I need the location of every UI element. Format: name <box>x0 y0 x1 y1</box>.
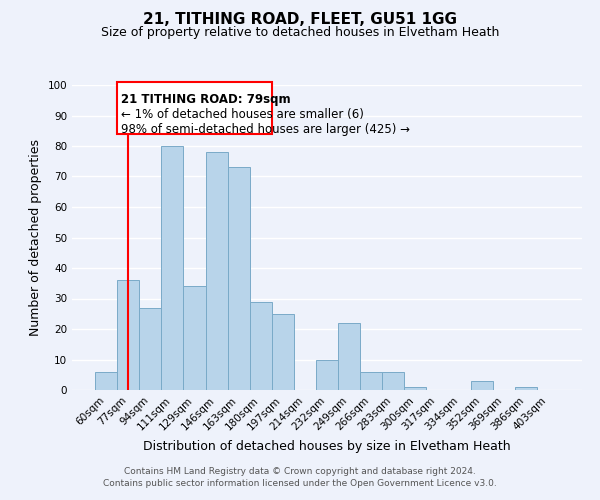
Bar <box>227 168 250 390</box>
Bar <box>206 152 227 390</box>
Y-axis label: Number of detached properties: Number of detached properties <box>29 139 42 336</box>
Bar <box>404 387 427 390</box>
Bar <box>184 286 206 390</box>
Bar <box>95 372 117 390</box>
Bar <box>272 314 294 390</box>
Text: 21, TITHING ROAD, FLEET, GU51 1GG: 21, TITHING ROAD, FLEET, GU51 1GG <box>143 12 457 28</box>
Bar <box>360 372 382 390</box>
Bar <box>117 280 139 390</box>
FancyBboxPatch shape <box>117 82 272 134</box>
Bar <box>139 308 161 390</box>
Bar <box>470 381 493 390</box>
Bar <box>338 323 360 390</box>
X-axis label: Distribution of detached houses by size in Elvetham Heath: Distribution of detached houses by size … <box>143 440 511 453</box>
Bar <box>250 302 272 390</box>
Bar <box>515 387 537 390</box>
Text: Contains HM Land Registry data © Crown copyright and database right 2024.: Contains HM Land Registry data © Crown c… <box>124 467 476 476</box>
Text: ← 1% of detached houses are smaller (6): ← 1% of detached houses are smaller (6) <box>121 108 364 121</box>
Text: 98% of semi-detached houses are larger (425) →: 98% of semi-detached houses are larger (… <box>121 123 410 136</box>
Bar <box>316 360 338 390</box>
Text: Contains public sector information licensed under the Open Government Licence v3: Contains public sector information licen… <box>103 478 497 488</box>
Bar <box>382 372 404 390</box>
Bar <box>161 146 184 390</box>
Text: 21 TITHING ROAD: 79sqm: 21 TITHING ROAD: 79sqm <box>121 92 290 106</box>
Text: Size of property relative to detached houses in Elvetham Heath: Size of property relative to detached ho… <box>101 26 499 39</box>
